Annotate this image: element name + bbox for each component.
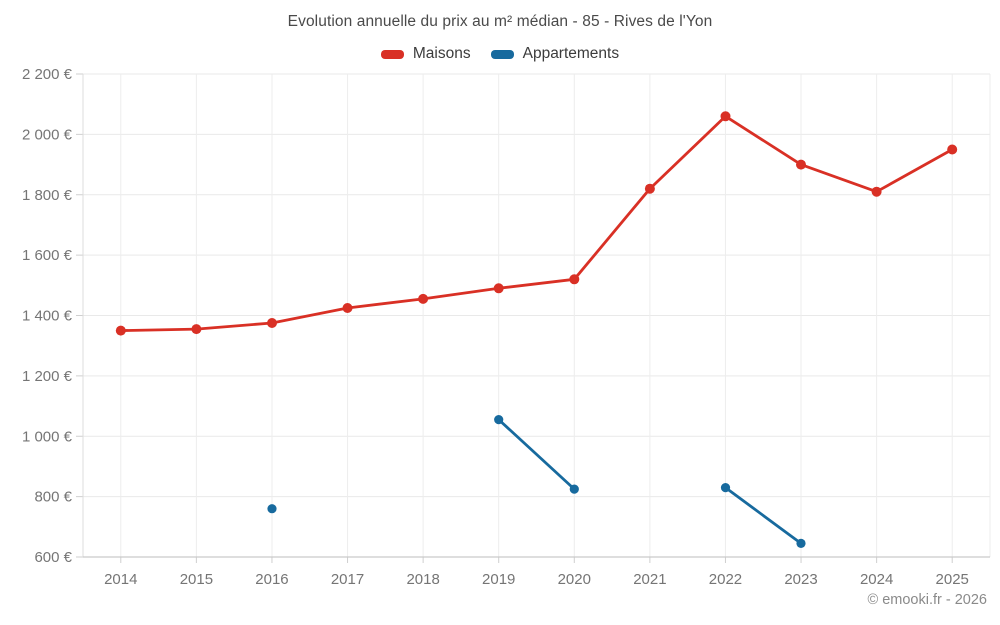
svg-text:1 000 €: 1 000 €: [22, 428, 73, 445]
svg-text:2015: 2015: [180, 571, 213, 588]
svg-text:2021: 2021: [633, 571, 666, 588]
svg-text:2 200 €: 2 200 €: [22, 66, 73, 83]
legend-label-appartements: Appartements: [522, 45, 620, 62]
svg-text:1 600 €: 1 600 €: [22, 247, 73, 264]
legend-item-maisons[interactable]: Maisons: [380, 45, 471, 63]
svg-text:2024: 2024: [860, 571, 893, 588]
legend-label-maisons: Maisons: [412, 45, 471, 62]
svg-text:2023: 2023: [784, 571, 817, 588]
svg-text:1 200 €: 1 200 €: [22, 368, 73, 385]
copyright-text: © emooki.fr - 2026: [867, 592, 987, 608]
svg-text:2025: 2025: [936, 571, 969, 588]
svg-text:2020: 2020: [558, 571, 591, 588]
svg-text:2016: 2016: [255, 571, 288, 588]
svg-text:600 €: 600 €: [34, 549, 72, 566]
svg-text:2017: 2017: [331, 571, 364, 588]
appartements-series-swatch-icon: [490, 49, 514, 59]
svg-text:2018: 2018: [406, 571, 439, 588]
svg-text:2022: 2022: [709, 571, 742, 588]
svg-text:1 400 €: 1 400 €: [22, 308, 73, 325]
svg-text:1 800 €: 1 800 €: [22, 187, 73, 204]
chart-legend: Maisons Appartements: [0, 45, 1000, 63]
svg-text:2014: 2014: [104, 571, 137, 588]
svg-text:2019: 2019: [482, 571, 515, 588]
svg-text:800 €: 800 €: [34, 489, 72, 506]
maisons-series-swatch-icon: [380, 49, 404, 59]
svg-text:2 000 €: 2 000 €: [22, 126, 73, 143]
chart-title: Evolution annuelle du prix au m² médian …: [287, 13, 713, 30]
legend-item-appartements[interactable]: Appartements: [490, 45, 620, 63]
